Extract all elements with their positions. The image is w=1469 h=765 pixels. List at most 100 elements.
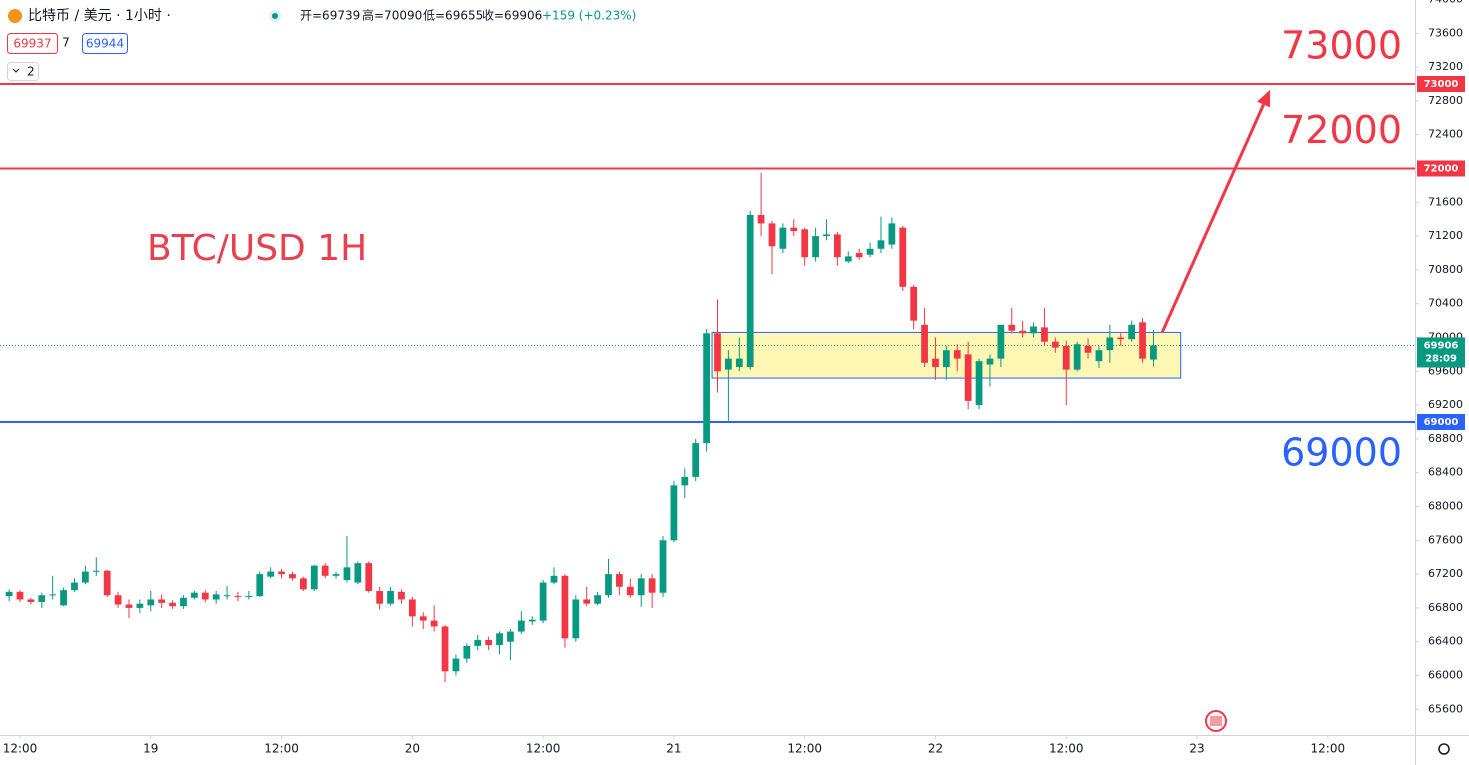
candle-body: [463, 645, 471, 659]
candle-body: [92, 570, 100, 572]
arrow-head: [1257, 89, 1271, 108]
candle-body: [1106, 337, 1114, 351]
candle-body: [921, 324, 928, 363]
buy-box[interactable]: [82, 33, 128, 54]
symbol-title[interactable]: 比特币 / 美元 · 1小时 ·: [28, 8, 171, 24]
y-tick-label: 68800: [1428, 432, 1463, 445]
candle-body: [768, 223, 776, 247]
candle-body: [408, 599, 416, 617]
y-tick-label: 68400: [1428, 466, 1463, 479]
candle-body: [485, 640, 493, 646]
level-annotation: 72000: [1281, 108, 1402, 152]
candle-body: [1095, 350, 1103, 362]
status-dot: [272, 13, 278, 19]
candle-body: [332, 574, 340, 576]
candle-body: [60, 590, 67, 606]
ohlc-open: 开=69739: [300, 9, 360, 23]
candle-body: [49, 594, 57, 596]
annotation-title: BTC/USD 1H: [147, 228, 367, 269]
candle-body: [398, 591, 405, 600]
candle-body: [550, 575, 558, 583]
candle-body: [1139, 322, 1146, 359]
indicators-toggle[interactable]: [7, 62, 39, 81]
candle-body: [986, 358, 994, 365]
chevron: [12, 68, 20, 73]
candle-body: [1128, 324, 1136, 340]
spread: 7: [62, 36, 70, 50]
y-tick-label: 70800: [1428, 263, 1463, 276]
ohlc-high: 高=70090: [362, 8, 422, 23]
candle-body: [877, 240, 885, 249]
indicator-count: 2: [27, 65, 35, 79]
candle-body: [223, 595, 231, 597]
candle-body: [496, 633, 503, 646]
candle-body: [964, 354, 972, 401]
candle-body: [299, 578, 307, 590]
candle-body: [1150, 345, 1157, 360]
candle-body: [648, 578, 656, 593]
candle-body: [136, 603, 144, 608]
candle-body: [256, 574, 264, 597]
candle-body: [1062, 345, 1070, 370]
y-tick-label: 72400: [1428, 128, 1463, 141]
level-badge: [1417, 75, 1465, 92]
candle-body: [866, 248, 874, 255]
candle-body: [452, 658, 460, 672]
x-tick-label: 12:00: [3, 742, 38, 756]
candle-body: [703, 333, 710, 444]
candle-body: [932, 358, 939, 368]
candle-body: [725, 358, 732, 370]
y-tick-label: 69600: [1428, 364, 1463, 377]
candle-body: [844, 256, 852, 262]
sell-box[interactable]: [7, 33, 58, 54]
candle-body: [1051, 341, 1059, 348]
candle-body: [1041, 327, 1048, 342]
flag-fill: [1210, 716, 1222, 726]
candle-body: [201, 592, 209, 600]
candle-body: [234, 596, 242, 598]
candle-body: [278, 571, 285, 575]
candle-body: [27, 599, 35, 602]
candle-body: [637, 578, 645, 596]
bid-price: 69937: [13, 37, 51, 51]
candle-body: [1117, 337, 1125, 340]
candle-body: [354, 563, 362, 583]
candle-body: [430, 620, 438, 627]
trend-arrow: [1160, 103, 1265, 334]
candle-body: [997, 324, 1005, 359]
countdown-label: 28:09: [1425, 353, 1457, 364]
x-tick-label: 19: [143, 742, 158, 756]
candle-body: [528, 619, 536, 622]
candle-body: [910, 286, 918, 321]
candle-body: [321, 565, 329, 576]
y-tick-label: 74000: [1428, 0, 1463, 5]
level-annotation: 69000: [1281, 431, 1402, 475]
level-badge-label: 72000: [1424, 163, 1459, 174]
candle-body: [71, 582, 78, 591]
level-badge-label: 69000: [1424, 417, 1459, 428]
x-tick-label: 12:00: [1311, 742, 1346, 756]
candle-body: [757, 214, 765, 224]
settings-icon[interactable]: [1438, 743, 1450, 755]
x-tick-label: 12:00: [1049, 742, 1084, 756]
x-tick-label: 12:00: [264, 742, 299, 756]
candle-body: [310, 565, 318, 590]
candle-body: [823, 234, 830, 237]
level-badge: [1417, 160, 1465, 177]
x-tick-label: 22: [928, 742, 943, 756]
y-tick-label: 69200: [1428, 398, 1463, 411]
y-tick-label: 66000: [1428, 669, 1463, 682]
candle-body: [267, 571, 275, 577]
candle-body: [855, 252, 863, 258]
candle-body: [474, 640, 482, 646]
candle-body: [594, 595, 601, 604]
candle-body: [561, 575, 569, 639]
candle-body: [212, 594, 220, 600]
candle-body: [190, 592, 198, 598]
candle-body: [180, 597, 187, 607]
candle-body: [1073, 344, 1081, 370]
candle-body: [245, 596, 253, 598]
candle-body: [616, 574, 623, 587]
candle-body: [517, 620, 525, 632]
